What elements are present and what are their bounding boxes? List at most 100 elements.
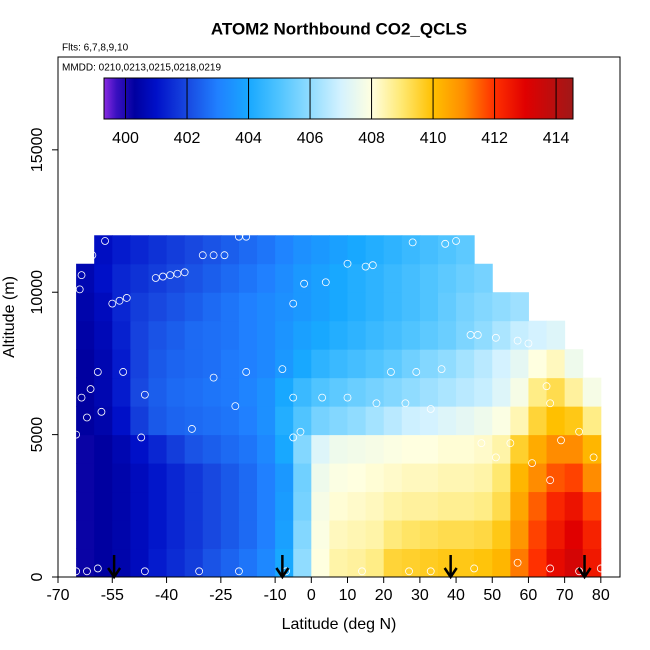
heat-cell: [94, 434, 113, 464]
heat-cell: [130, 320, 149, 350]
heat-cell: [148, 463, 168, 493]
heat-cell: [474, 292, 493, 322]
heat-cell: [293, 548, 312, 578]
heat-cell: [166, 377, 186, 407]
heat-cell: [456, 377, 475, 407]
heat-cell: [510, 491, 529, 521]
heat-cell: [456, 406, 475, 436]
heat-cell: [329, 349, 349, 379]
heat-cell: [347, 434, 367, 464]
heat-cell: [510, 292, 529, 322]
heat-cell: [238, 292, 258, 322]
colorbar-tick-label: 412: [481, 130, 508, 147]
sample-point: [122, 294, 131, 302]
heat-cell: [202, 491, 222, 521]
heat-cell: [76, 320, 95, 350]
heat-cell: [347, 491, 367, 521]
heat-cell: [112, 349, 131, 379]
heat-cell: [184, 406, 204, 436]
x-tick-label: 10: [339, 587, 357, 604]
heat-cell: [166, 349, 186, 379]
sample-point: [491, 333, 500, 342]
heat-cell: [492, 377, 511, 407]
heat-cell: [383, 320, 403, 350]
heat-cell: [329, 520, 349, 550]
heat-cell: [148, 491, 168, 521]
heat-cell: [130, 349, 149, 379]
heat-cell: [546, 349, 566, 379]
heat-cell: [564, 463, 584, 493]
heat-cell: [546, 434, 566, 464]
heat-cell: [94, 491, 113, 521]
sample-point: [101, 237, 109, 245]
sample-point: [173, 269, 182, 278]
heat-cell: [347, 263, 367, 293]
sample-point: [159, 272, 167, 281]
heat-cell: [257, 463, 276, 493]
heat-cell: [401, 520, 421, 550]
heat-cell: [419, 263, 439, 293]
heat-cell: [94, 292, 113, 322]
heat-cell: [166, 548, 186, 578]
heat-cell: [365, 520, 385, 550]
heat-cell: [311, 235, 330, 265]
heat-cell: [130, 377, 149, 407]
heat-cell: [202, 520, 222, 550]
heat-cell: [546, 463, 566, 493]
heat-cell: [166, 491, 186, 521]
heat-cell: [528, 320, 548, 350]
heat-cell: [94, 377, 113, 407]
heat-cell: [293, 235, 312, 265]
sample-point: [289, 299, 298, 308]
heat-cell: [365, 320, 385, 350]
sample-point: [97, 407, 106, 416]
heat-cell: [419, 235, 439, 265]
plot-frame: [57, 56, 621, 578]
heat-cell: [166, 292, 186, 322]
heat-cell: [347, 463, 367, 493]
heat-cell: [293, 406, 312, 436]
sample-point: [441, 239, 450, 248]
heat-cell: [456, 349, 475, 379]
sample-point: [491, 453, 500, 462]
heat-cell: [329, 377, 349, 407]
heat-cell: [365, 292, 385, 322]
heat-cell: [401, 235, 421, 265]
sample-point: [151, 274, 160, 282]
heat-cell: [582, 491, 602, 521]
sample-point: [589, 453, 598, 462]
heat-cell: [257, 349, 276, 379]
sample-point: [289, 433, 298, 442]
heat-cell: [184, 463, 204, 493]
heat-cell: [76, 263, 95, 293]
heat-cell: [347, 320, 367, 350]
heat-cell: [401, 548, 421, 578]
heat-cell: [564, 349, 584, 379]
heat-cell: [437, 491, 457, 521]
heat-cell: [112, 520, 131, 550]
heat-cell: [275, 377, 294, 407]
heat-cell: [492, 520, 511, 550]
x-tick-label: 20: [375, 587, 393, 604]
heat-cell: [202, 548, 222, 578]
heat-cell: [347, 235, 367, 265]
heat-cell: [202, 320, 222, 350]
colorbar-tick-label: 404: [235, 130, 262, 147]
heat-cell: [347, 520, 367, 550]
heat-cell: [546, 320, 566, 350]
heat-cell: [329, 434, 349, 464]
heat-cell: [474, 463, 493, 493]
heat-cell: [383, 235, 403, 265]
heat-cell: [383, 292, 403, 322]
heat-cell: [456, 434, 475, 464]
y-tick-label: 0: [29, 572, 46, 581]
sample-point: [408, 238, 417, 247]
heat-cell: [456, 235, 475, 265]
heat-cell: [564, 548, 584, 578]
heat-cell: [184, 235, 204, 265]
heat-cell: [528, 491, 548, 521]
heat-cell: [419, 548, 439, 578]
x-tick-label: -25: [209, 587, 232, 604]
sample-point: [546, 399, 555, 408]
heat-cell: [401, 263, 421, 293]
